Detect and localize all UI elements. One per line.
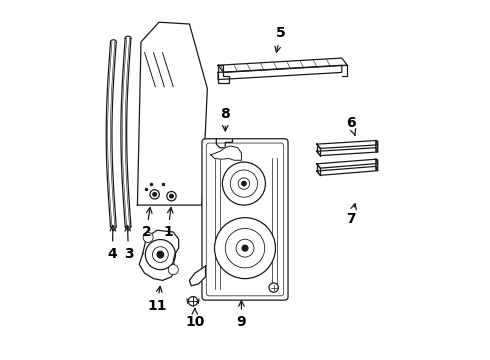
Circle shape: [170, 194, 173, 198]
FancyBboxPatch shape: [202, 139, 288, 300]
Polygon shape: [139, 230, 179, 280]
Text: 5: 5: [275, 26, 286, 52]
Text: 6: 6: [346, 116, 356, 135]
Polygon shape: [190, 266, 205, 286]
Circle shape: [167, 192, 176, 201]
Circle shape: [188, 297, 197, 306]
Text: 8: 8: [220, 107, 230, 131]
Polygon shape: [211, 146, 242, 160]
Polygon shape: [218, 65, 229, 83]
Circle shape: [215, 218, 275, 279]
Circle shape: [157, 251, 164, 258]
Text: 2: 2: [142, 207, 152, 239]
Text: 4: 4: [107, 225, 117, 261]
Polygon shape: [376, 140, 378, 152]
Text: 7: 7: [346, 204, 356, 226]
Circle shape: [150, 190, 159, 199]
Circle shape: [242, 181, 246, 186]
Text: 11: 11: [147, 286, 167, 312]
Polygon shape: [137, 22, 207, 205]
Polygon shape: [376, 159, 378, 171]
Polygon shape: [317, 140, 378, 148]
FancyBboxPatch shape: [206, 143, 284, 296]
Text: 1: 1: [163, 207, 173, 239]
Text: 3: 3: [123, 225, 133, 261]
Circle shape: [242, 245, 248, 251]
Text: 10: 10: [185, 309, 204, 329]
Polygon shape: [317, 159, 378, 168]
Polygon shape: [218, 58, 347, 72]
Circle shape: [143, 232, 153, 242]
Polygon shape: [218, 65, 342, 80]
Circle shape: [153, 193, 156, 196]
Circle shape: [168, 265, 178, 275]
Circle shape: [269, 283, 278, 292]
Circle shape: [222, 162, 266, 205]
Polygon shape: [317, 166, 378, 175]
Polygon shape: [317, 148, 378, 156]
Text: 9: 9: [237, 301, 246, 329]
Polygon shape: [216, 139, 232, 148]
